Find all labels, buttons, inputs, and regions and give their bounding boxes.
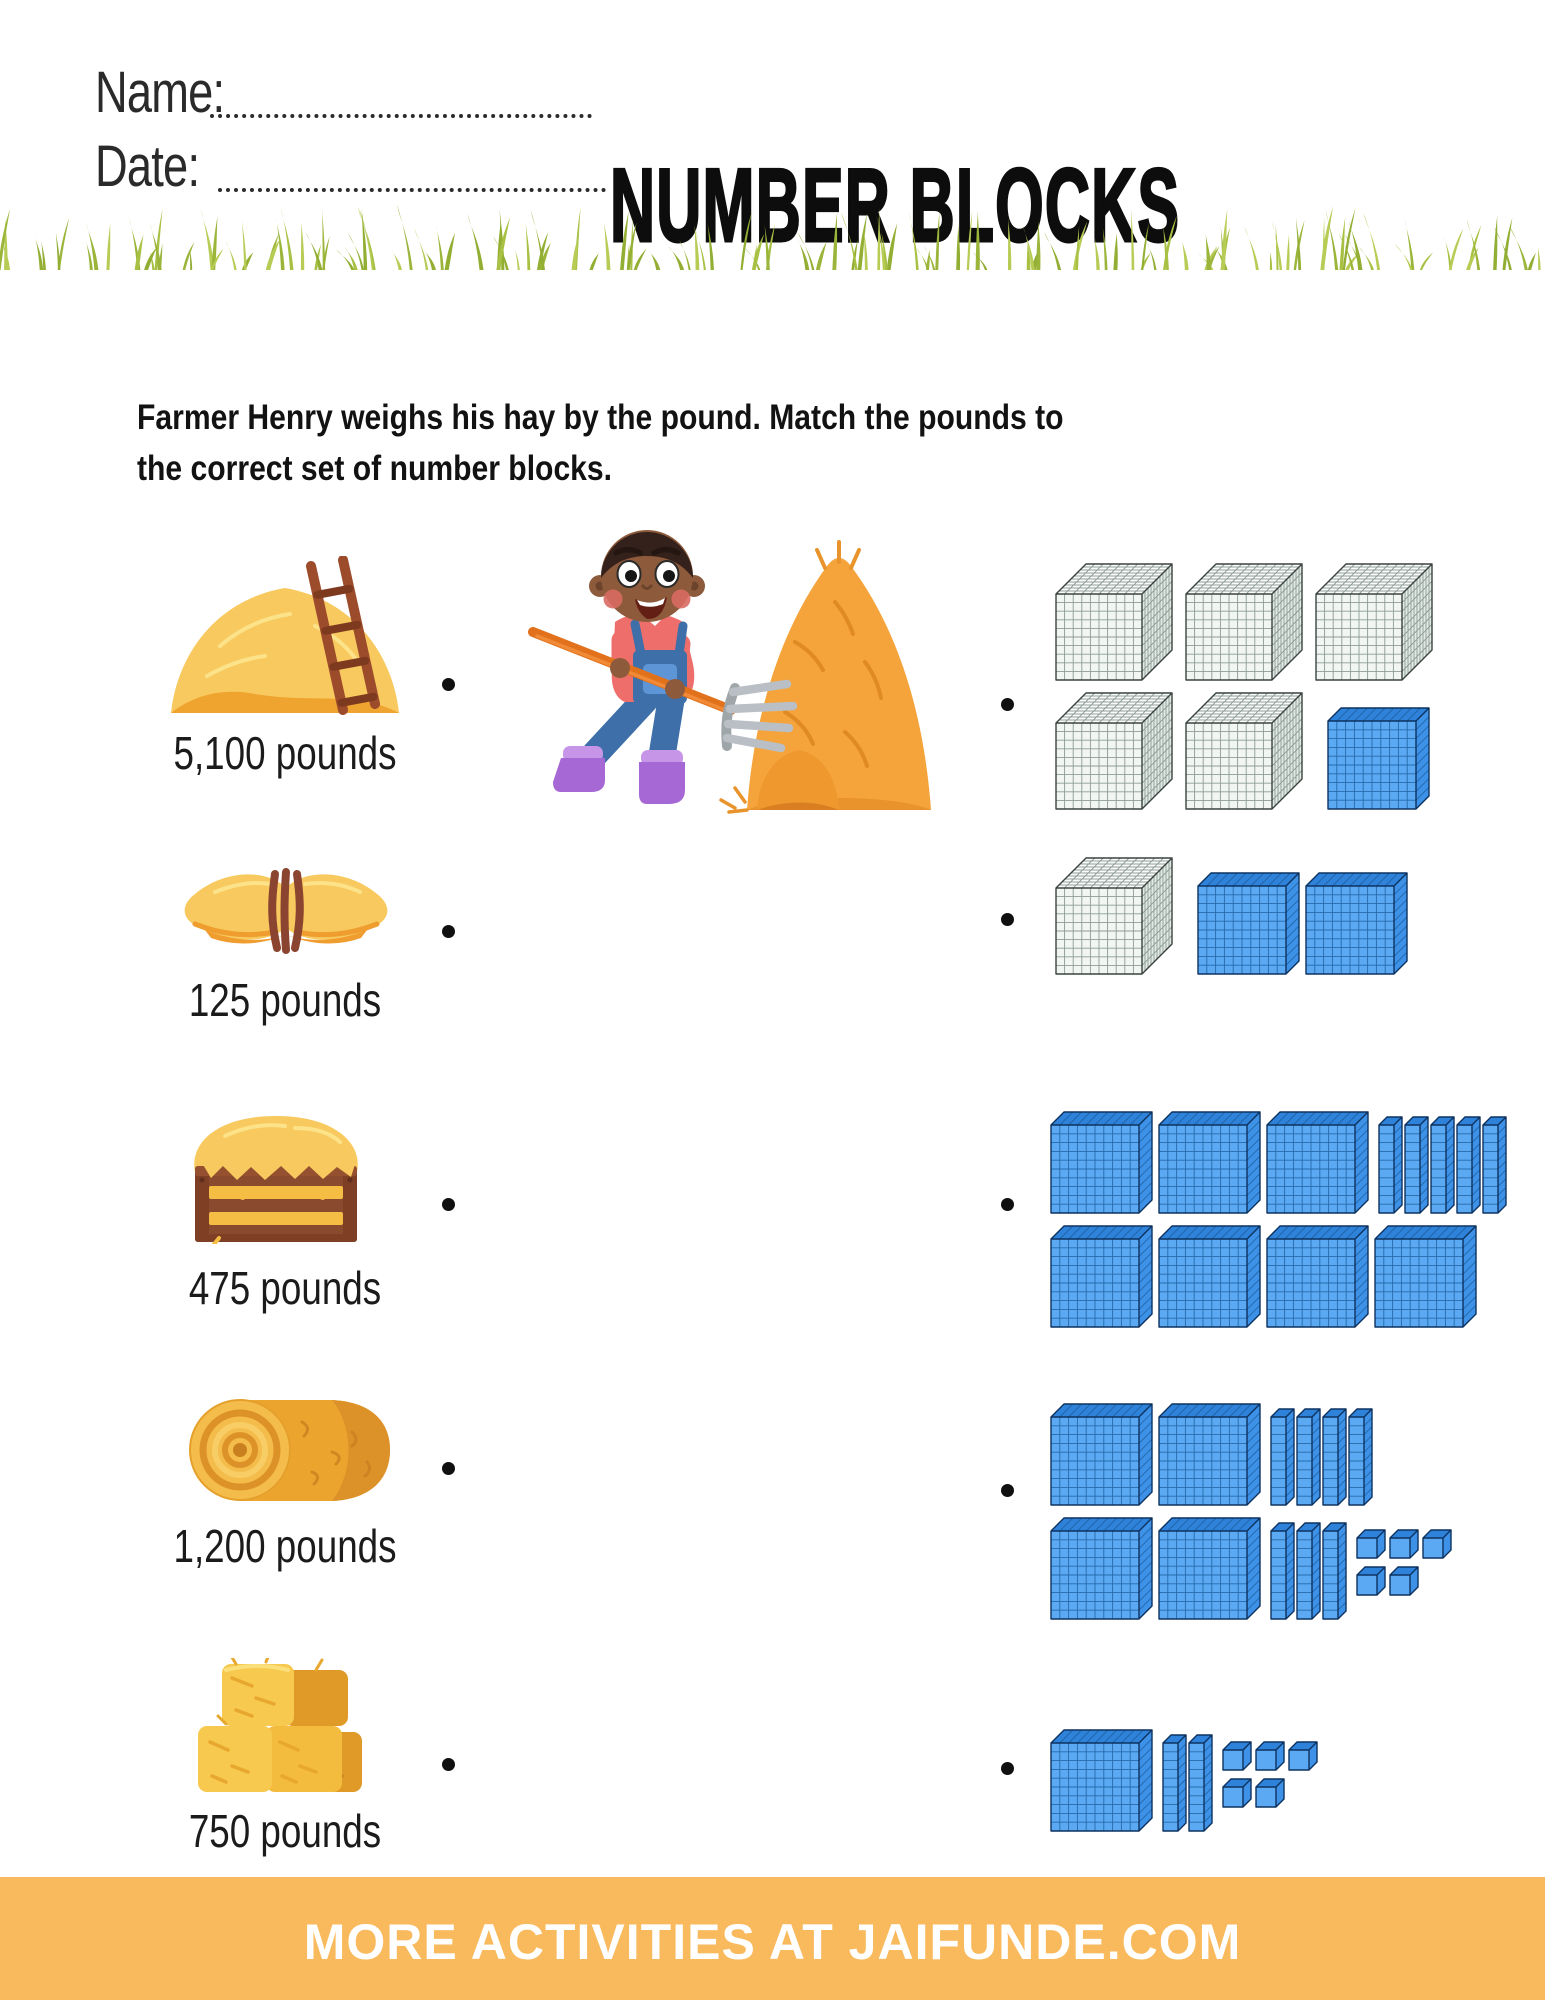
hay-weight-label: 5,100 pounds [173,727,397,779]
hay-weight-label: 125 pounds [188,974,382,1026]
hay-crate-icon[interactable] [185,1108,367,1244]
instructions-line-2: the correct set of number blocks. [137,449,613,489]
name-write-line[interactable] [210,88,592,118]
hay-bale-stack-icon[interactable] [196,1658,364,1798]
number-block-set-1[interactable] [1048,562,1528,822]
number-block-set-2[interactable] [1048,856,1468,996]
match-dot-hay-1[interactable] [442,678,455,691]
hay-bundle-icon[interactable] [175,862,397,958]
match-dot-hay-2[interactable] [442,925,455,938]
match-dot-blocks-4[interactable] [1001,1484,1014,1497]
date-write-line[interactable] [218,162,606,192]
number-block-set-4[interactable] [1043,1402,1513,1622]
hay-roll-icon[interactable] [182,1392,396,1509]
instructions-line-1: Farmer Henry weighs his hay by the pound… [137,398,1064,437]
number-block-set-3[interactable] [1043,1110,1543,1340]
match-dot-blocks-2[interactable] [1001,913,1014,926]
grass-decoration [0,204,1541,270]
match-dot-hay-4[interactable] [442,1462,455,1475]
name-label: Name: [95,60,225,125]
match-dot-hay-3[interactable] [442,1198,455,1211]
match-dot-blocks-5[interactable] [1001,1762,1014,1775]
haystack-ladder-icon[interactable] [165,556,405,716]
match-dot-hay-5[interactable] [442,1758,455,1771]
number-block-set-5[interactable] [1043,1728,1383,1838]
match-dot-blocks-3[interactable] [1001,1198,1014,1211]
match-dot-blocks-1[interactable] [1001,698,1014,711]
date-label: Date: [95,134,200,199]
footer-bar: MORE ACTIVITIES AT JAIFUNDE.COM [0,1877,1545,2000]
instructions-text: Farmer Henry weighs his hay by the pound… [137,392,1064,495]
hay-weight-label: 750 pounds [188,1805,382,1857]
footer-text: MORE ACTIVITIES AT JAIFUNDE.COM [303,1914,1242,1970]
hay-weight-label: 1,200 pounds [173,1520,397,1572]
hay-weight-label: 475 pounds [188,1262,382,1314]
farmer-boy-pitchfork-hay-icon [528,530,931,814]
